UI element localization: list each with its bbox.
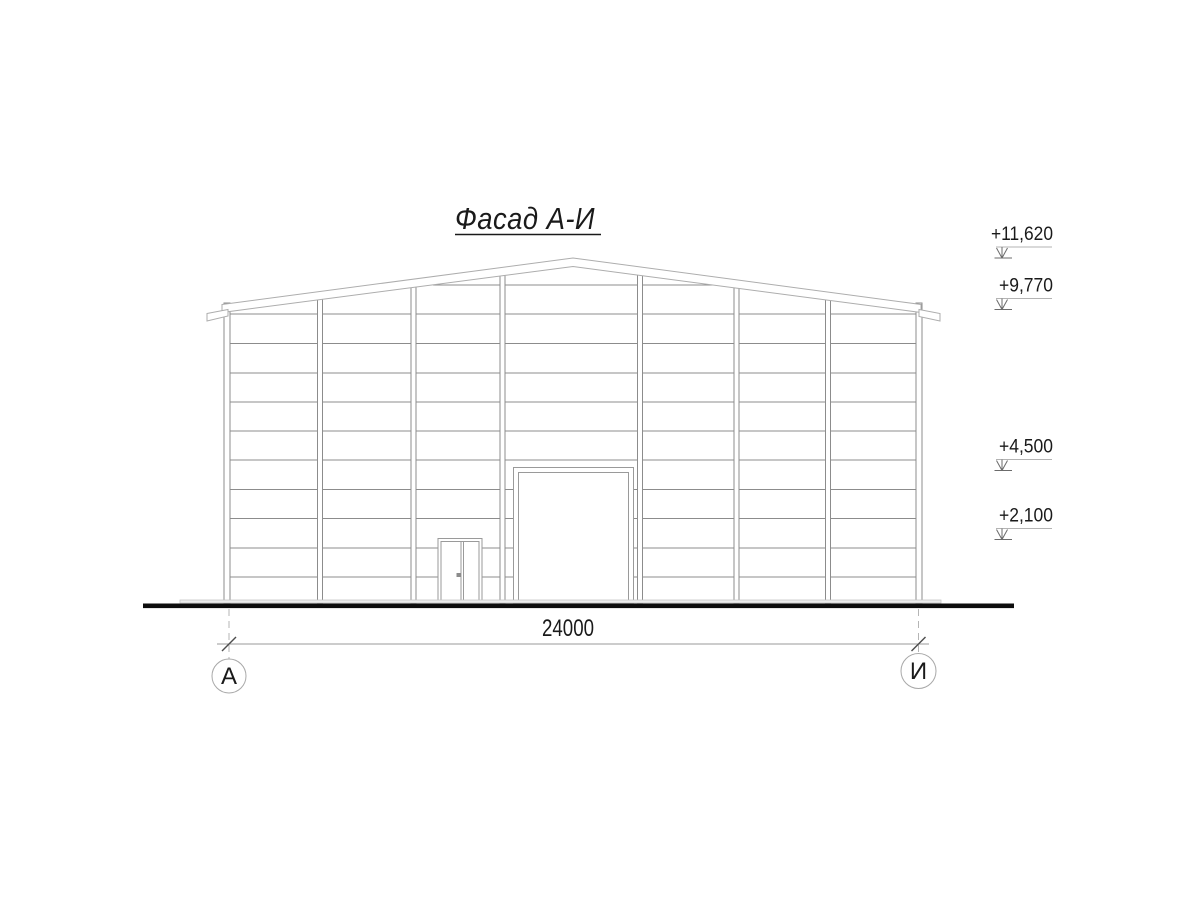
- column: [499, 272, 506, 604]
- elevation-mark-4500: +4,500: [994, 436, 1053, 471]
- axis-label-a: А: [221, 663, 237, 690]
- gate: [513, 467, 634, 604]
- dimension-tick-icon: [221, 636, 237, 652]
- column: [410, 284, 417, 604]
- elevation-value: +9,770: [999, 275, 1053, 297]
- column: [317, 296, 323, 604]
- elevation-mark-2100: +2,100: [994, 505, 1053, 540]
- column: [637, 272, 643, 604]
- column-axis-a: [223, 302, 231, 604]
- roof-eave-left: [206, 308, 229, 322]
- dimension-24000: 24000: [217, 609, 929, 659]
- dimension-value: 24000: [542, 615, 594, 642]
- plinth-line: [179, 599, 942, 604]
- elevation-mark-11620: +11,620: [991, 223, 1053, 259]
- column: [733, 284, 740, 604]
- drawing-title: Фасад А-И: [455, 201, 601, 236]
- axis-bubble-i: И: [900, 653, 937, 689]
- dimension-tick-icon: [911, 636, 926, 652]
- column-axis-i: [915, 302, 923, 604]
- elevation-value: +4,500: [999, 436, 1053, 458]
- axis-bubble-a: А: [211, 658, 247, 694]
- axis-label-i: И: [910, 658, 927, 685]
- ground-line: [143, 603, 1014, 609]
- door-handle: [456, 573, 461, 577]
- roof-eave-right: [918, 308, 941, 322]
- door: [437, 538, 483, 603]
- elevation-mark-9770: +9,770: [994, 275, 1053, 310]
- column: [825, 297, 831, 604]
- drawing-title-text: Фасад А-И: [455, 201, 595, 236]
- elevation-value: +11,620: [991, 223, 1053, 245]
- elevation-value: +2,100: [999, 505, 1053, 527]
